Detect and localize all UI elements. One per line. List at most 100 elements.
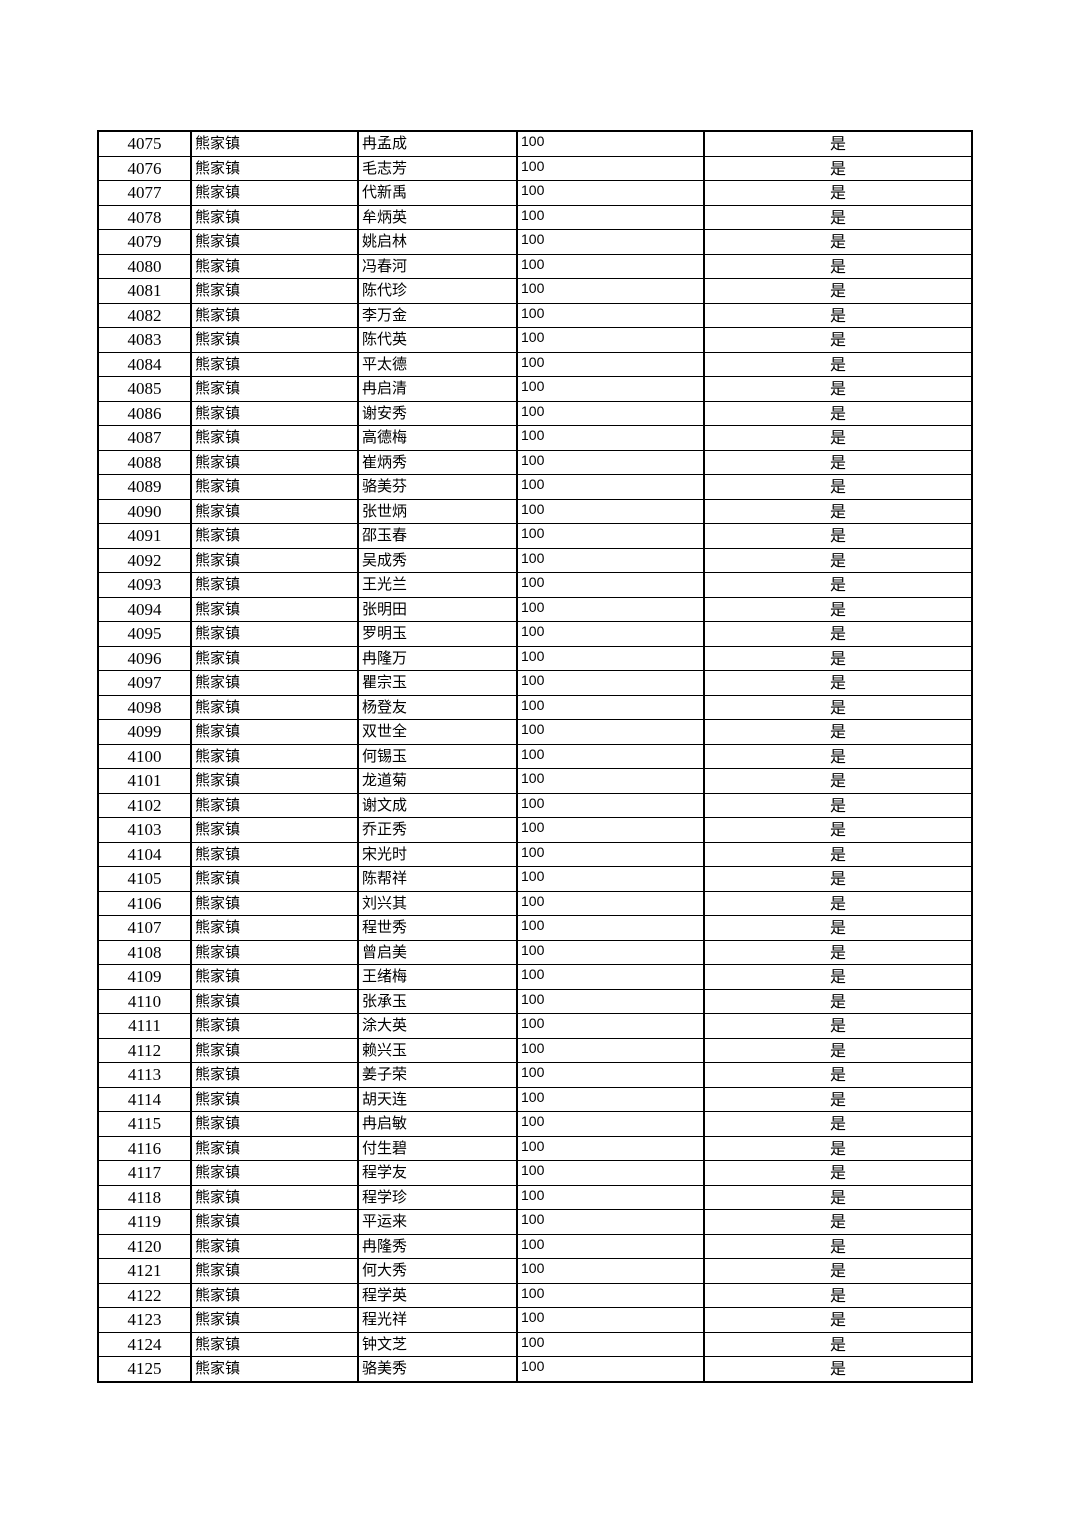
table-row: 4082 熊家镇 李万金 100 是 <box>97 302 973 328</box>
town-cell: 熊家镇 <box>190 1086 359 1112</box>
amount-cell: 100 <box>516 1258 705 1284</box>
table-row: 4083 熊家镇 陈代英 100 是 <box>97 327 973 353</box>
row-number-cell: 4097 <box>97 670 192 696</box>
person-name-cell: 何锡玉 <box>357 743 518 769</box>
row-number-cell: 4092 <box>97 547 192 573</box>
row-number-cell: 4115 <box>97 1111 192 1137</box>
person-name-cell: 宋光时 <box>357 841 518 867</box>
confirmed-flag-cell: 是 <box>703 180 973 206</box>
amount-cell: 100 <box>516 1013 705 1039</box>
town-cell: 熊家镇 <box>190 1135 359 1161</box>
amount-cell: 100 <box>516 327 705 353</box>
confirmed-flag-cell: 是 <box>703 425 973 451</box>
row-number-cell: 4111 <box>97 1013 192 1039</box>
person-name-cell: 平运来 <box>357 1209 518 1235</box>
confirmed-flag-cell: 是 <box>703 1037 973 1063</box>
amount-cell: 100 <box>516 1037 705 1063</box>
amount-cell: 100 <box>516 768 705 794</box>
amount-cell: 100 <box>516 351 705 377</box>
table-row: 4097 熊家镇 瞿宗玉 100 是 <box>97 670 973 696</box>
person-name-cell: 程学珍 <box>357 1184 518 1210</box>
amount-cell: 100 <box>516 155 705 181</box>
confirmed-flag-cell: 是 <box>703 841 973 867</box>
amount-cell: 100 <box>516 474 705 500</box>
confirmed-flag-cell: 是 <box>703 474 973 500</box>
row-number-cell: 4123 <box>97 1307 192 1333</box>
confirmed-flag-cell: 是 <box>703 817 973 843</box>
confirmed-flag-cell: 是 <box>703 866 973 892</box>
town-cell: 熊家镇 <box>190 670 359 696</box>
amount-cell: 100 <box>516 1086 705 1112</box>
amount-cell: 100 <box>516 204 705 230</box>
person-name-cell: 何大秀 <box>357 1258 518 1284</box>
person-name-cell: 程学英 <box>357 1282 518 1308</box>
person-name-cell: 程世秀 <box>357 915 518 941</box>
town-cell: 熊家镇 <box>190 621 359 647</box>
table-row: 4078 熊家镇 牟炳英 100 是 <box>97 204 973 230</box>
table-row: 4088 熊家镇 崔炳秀 100 是 <box>97 449 973 475</box>
amount-cell: 100 <box>516 621 705 647</box>
town-cell: 熊家镇 <box>190 1331 359 1357</box>
person-name-cell: 双世全 <box>357 719 518 745</box>
row-number-cell: 4120 <box>97 1233 192 1259</box>
table-row: 4094 熊家镇 张明田 100 是 <box>97 596 973 622</box>
row-number-cell: 4090 <box>97 498 192 524</box>
confirmed-flag-cell: 是 <box>703 743 973 769</box>
person-name-cell: 王绪梅 <box>357 964 518 990</box>
table-row: 4081 熊家镇 陈代珍 100 是 <box>97 278 973 304</box>
person-name-cell: 冉隆秀 <box>357 1233 518 1259</box>
table-row: 4108 熊家镇 曾启美 100 是 <box>97 939 973 965</box>
row-number-cell: 4125 <box>97 1356 192 1382</box>
person-name-cell: 乔正秀 <box>357 817 518 843</box>
table-row: 4120 熊家镇 冉隆秀 100 是 <box>97 1233 973 1259</box>
table-row: 4075 熊家镇 冉孟成 100 是 <box>97 130 973 157</box>
confirmed-flag-cell: 是 <box>703 572 973 598</box>
table-row: 4087 熊家镇 高德梅 100 是 <box>97 425 973 451</box>
town-cell: 熊家镇 <box>190 719 359 745</box>
confirmed-flag-cell: 是 <box>703 596 973 622</box>
table-row: 4095 熊家镇 罗明玉 100 是 <box>97 621 973 647</box>
row-number-cell: 4091 <box>97 523 192 549</box>
table-row: 4093 熊家镇 王光兰 100 是 <box>97 572 973 598</box>
person-name-cell: 张世炳 <box>357 498 518 524</box>
confirmed-flag-cell: 是 <box>703 1184 973 1210</box>
town-cell: 熊家镇 <box>190 890 359 916</box>
row-number-cell: 4093 <box>97 572 192 598</box>
row-number-cell: 4102 <box>97 792 192 818</box>
amount-cell: 100 <box>516 229 705 255</box>
amount-cell: 100 <box>516 866 705 892</box>
person-name-cell: 姜子荣 <box>357 1062 518 1088</box>
town-cell: 熊家镇 <box>190 204 359 230</box>
person-name-cell: 谢文成 <box>357 792 518 818</box>
town-cell: 熊家镇 <box>190 1037 359 1063</box>
row-number-cell: 4088 <box>97 449 192 475</box>
amount-cell: 100 <box>516 1282 705 1308</box>
table-row: 4084 熊家镇 平太德 100 是 <box>97 351 973 377</box>
person-name-cell: 骆美秀 <box>357 1356 518 1382</box>
table-row: 4101 熊家镇 龙道菊 100 是 <box>97 768 973 794</box>
amount-cell: 100 <box>516 792 705 818</box>
amount-cell: 100 <box>516 939 705 965</box>
confirmed-flag-cell: 是 <box>703 400 973 426</box>
confirmed-flag-cell: 是 <box>703 670 973 696</box>
row-number-cell: 4099 <box>97 719 192 745</box>
town-cell: 熊家镇 <box>190 1307 359 1333</box>
row-number-cell: 4106 <box>97 890 192 916</box>
table-row: 4125 熊家镇 骆美秀 100 是 <box>97 1356 973 1382</box>
person-name-cell: 姚启林 <box>357 229 518 255</box>
person-name-cell: 程光祥 <box>357 1307 518 1333</box>
person-name-cell: 赖兴玉 <box>357 1037 518 1063</box>
town-cell: 熊家镇 <box>190 1111 359 1137</box>
table-row: 4099 熊家镇 双世全 100 是 <box>97 719 973 745</box>
confirmed-flag-cell: 是 <box>703 523 973 549</box>
amount-cell: 100 <box>516 253 705 279</box>
town-cell: 熊家镇 <box>190 1282 359 1308</box>
person-name-cell: 冉隆万 <box>357 645 518 671</box>
row-number-cell: 4077 <box>97 180 192 206</box>
town-cell: 熊家镇 <box>190 645 359 671</box>
row-number-cell: 4076 <box>97 155 192 181</box>
confirmed-flag-cell: 是 <box>703 768 973 794</box>
amount-cell: 100 <box>516 547 705 573</box>
row-number-cell: 4122 <box>97 1282 192 1308</box>
table-row: 4121 熊家镇 何大秀 100 是 <box>97 1258 973 1284</box>
